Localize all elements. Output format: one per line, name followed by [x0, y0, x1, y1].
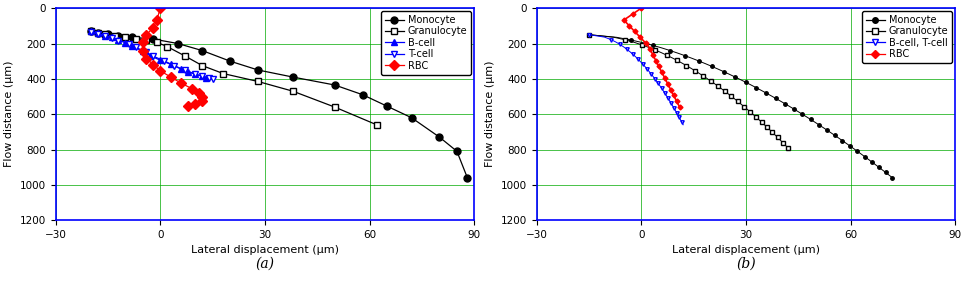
B-cell	[183, 70, 194, 74]
Granulocyte	[217, 72, 229, 75]
T-cell	[179, 69, 190, 72]
Monocyte	[329, 83, 341, 87]
RBC	[165, 75, 177, 79]
T-cell	[207, 77, 218, 81]
Granulocyte	[109, 34, 121, 38]
X-axis label: Lateral displacement (μm): Lateral displacement (μm)	[191, 246, 339, 255]
Granulocyte	[329, 105, 341, 109]
Monocyte	[252, 68, 264, 72]
T-cell	[168, 64, 180, 67]
B-cell	[85, 29, 97, 33]
Granulocyte	[371, 123, 383, 127]
B-cell	[196, 74, 208, 78]
T-cell	[196, 74, 208, 78]
Granulocyte	[252, 80, 264, 83]
Line: T-cell: T-cell	[87, 29, 216, 83]
T-cell	[148, 54, 159, 58]
B-cell	[189, 73, 201, 76]
RBC	[137, 49, 149, 52]
RBC	[193, 91, 205, 95]
Monocyte	[224, 59, 236, 63]
B-cell	[120, 41, 131, 44]
B-cell	[165, 63, 177, 66]
RBC	[141, 33, 153, 36]
T-cell	[92, 33, 103, 36]
Monocyte	[113, 34, 125, 37]
Granulocyte	[92, 31, 103, 35]
T-cell	[113, 39, 125, 42]
RBC	[189, 102, 201, 105]
B-cell	[99, 34, 110, 37]
Granulocyte	[196, 64, 208, 67]
B-cell	[176, 68, 187, 71]
Text: (b): (b)	[736, 256, 755, 270]
Line: RBC: RBC	[139, 5, 206, 110]
Monocyte	[85, 29, 97, 33]
Text: (a): (a)	[256, 256, 274, 270]
T-cell	[99, 35, 110, 38]
RBC	[176, 81, 187, 85]
X-axis label: Lateral displacement (μm): Lateral displacement (μm)	[672, 246, 820, 255]
RBC	[183, 104, 194, 108]
B-cell	[113, 38, 125, 41]
Line: B-cell: B-cell	[87, 28, 210, 81]
Monocyte	[434, 135, 445, 139]
B-cell	[200, 76, 212, 79]
Monocyte	[196, 49, 208, 52]
Granulocyte	[287, 89, 298, 93]
B-cell	[137, 50, 149, 53]
Granulocyte	[141, 38, 153, 42]
Granulocyte	[99, 33, 110, 36]
Granulocyte	[85, 29, 97, 33]
Monocyte	[172, 42, 184, 45]
Monocyte	[148, 37, 159, 41]
B-cell	[92, 31, 103, 35]
Monocyte	[287, 75, 298, 79]
Monocyte	[406, 116, 417, 120]
T-cell	[204, 76, 215, 80]
Granulocyte	[120, 36, 131, 39]
Monocyte	[451, 150, 463, 153]
RBC	[141, 57, 153, 60]
RBC	[155, 6, 166, 10]
RBC	[196, 96, 208, 99]
B-cell	[144, 54, 156, 57]
B-cell	[127, 45, 138, 48]
Legend: Monocyte, Granulocyte, B-cell, T-cell, RBC: Monocyte, Granulocyte, B-cell, T-cell, R…	[381, 11, 471, 75]
T-cell	[85, 30, 97, 34]
Line: Monocyte: Monocyte	[87, 28, 470, 181]
RBC	[186, 87, 198, 90]
RBC	[196, 99, 208, 103]
RBC	[137, 40, 149, 43]
Y-axis label: Flow distance (μm): Flow distance (μm)	[485, 61, 496, 167]
Granulocyte	[161, 45, 173, 48]
Monocyte	[102, 33, 114, 36]
RBC	[148, 63, 159, 66]
Monocyte	[92, 31, 103, 35]
RBC	[151, 18, 162, 22]
B-cell	[105, 36, 117, 39]
Monocyte	[382, 104, 393, 108]
T-cell	[141, 51, 153, 54]
Granulocyte	[179, 54, 190, 58]
Monocyte	[356, 93, 368, 97]
Y-axis label: Flow distance (μm): Flow distance (μm)	[4, 61, 14, 167]
T-cell	[158, 59, 170, 63]
RBC	[148, 26, 159, 29]
T-cell	[105, 36, 117, 40]
RBC	[155, 69, 166, 73]
Granulocyte	[151, 40, 162, 44]
Legend: Monocyte, Granulocyte, B-cell, T-cell, RBC: Monocyte, Granulocyte, B-cell, T-cell, R…	[862, 11, 952, 63]
Monocyte	[127, 36, 138, 39]
T-cell	[123, 42, 134, 45]
Line: Granulocyte: Granulocyte	[87, 28, 381, 128]
T-cell	[189, 72, 201, 76]
Monocyte	[462, 176, 473, 180]
T-cell	[130, 46, 142, 49]
B-cell	[155, 58, 166, 62]
Granulocyte	[130, 37, 142, 40]
